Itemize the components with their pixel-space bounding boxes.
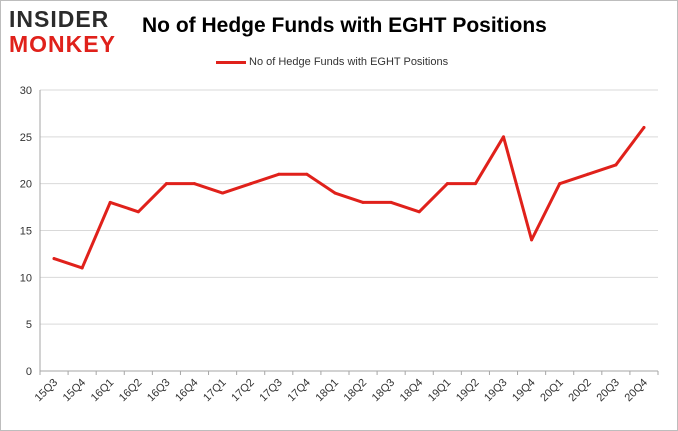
x-tick-label: 20Q1: [538, 377, 566, 405]
x-tick-label: 16Q1: [89, 377, 117, 405]
x-tick-label: 15Q3: [33, 377, 61, 405]
data-point: [389, 200, 393, 204]
x-tick-label: 19Q4: [510, 377, 538, 405]
data-point: [221, 191, 225, 195]
data-point: [614, 163, 618, 167]
data-point: [80, 266, 84, 270]
data-point: [52, 257, 56, 261]
legend-label: No of Hedge Funds with EGHT Positions: [249, 56, 449, 68]
y-tick-label: 25: [20, 132, 32, 144]
data-point: [164, 182, 168, 186]
data-point: [305, 172, 309, 176]
y-tick-label: 0: [26, 366, 32, 378]
legend-swatch: [216, 60, 246, 64]
x-tick-label: 20Q2: [566, 377, 594, 405]
data-point: [445, 182, 449, 186]
x-tick-label: 20Q3: [594, 377, 622, 405]
data-point: [473, 182, 477, 186]
chart-legend: No of Hedge Funds with EGHT Positions: [216, 53, 448, 71]
y-tick-label: 10: [20, 272, 32, 284]
data-point: [642, 125, 646, 129]
x-tick-label: 19Q1: [426, 377, 454, 405]
chart-title: No of Hedge Funds with EGHT Positions: [142, 14, 547, 37]
insider-monkey-logo: INSIDER MONKEY: [9, 6, 127, 58]
x-tick-label: 16Q2: [117, 377, 145, 405]
y-tick-label: 30: [20, 85, 32, 97]
data-point: [193, 182, 196, 186]
data-point: [277, 172, 281, 176]
y-tick-label: 5: [26, 319, 32, 331]
x-tick-label: 18Q4: [398, 377, 426, 405]
y-tick-label: 15: [20, 226, 32, 238]
x-tick-label: 19Q2: [454, 377, 482, 405]
logo-line-1: INSIDER: [9, 6, 110, 32]
x-tick-label: 16Q3: [145, 377, 173, 405]
x-tick-label: 18Q3: [370, 377, 398, 405]
data-point: [249, 182, 253, 186]
x-tick-label: 17Q3: [257, 377, 285, 405]
x-tick-label: 15Q4: [61, 377, 89, 405]
series-line: [52, 125, 646, 270]
x-tick-label: 18Q2: [342, 377, 370, 405]
data-point: [502, 135, 505, 139]
x-tick-label: 17Q4: [285, 377, 313, 405]
data-point: [136, 210, 140, 214]
x-tick-label: 17Q1: [201, 377, 229, 405]
data-point: [586, 172, 590, 176]
data-point: [108, 200, 112, 204]
logo-line-2: MONKEY: [9, 31, 116, 57]
data-point: [530, 238, 534, 242]
x-tick-label: 20Q4: [623, 377, 651, 405]
x-tick-label: 17Q2: [229, 377, 257, 405]
data-point: [333, 191, 337, 195]
data-point: [417, 210, 421, 214]
data-point: [361, 200, 365, 204]
data-point: [558, 182, 562, 186]
y-tick-label: 20: [20, 179, 32, 191]
x-tick-label: 18Q1: [314, 377, 342, 405]
x-tick-label: 19Q3: [482, 377, 510, 405]
x-tick-label: 16Q4: [173, 377, 201, 405]
